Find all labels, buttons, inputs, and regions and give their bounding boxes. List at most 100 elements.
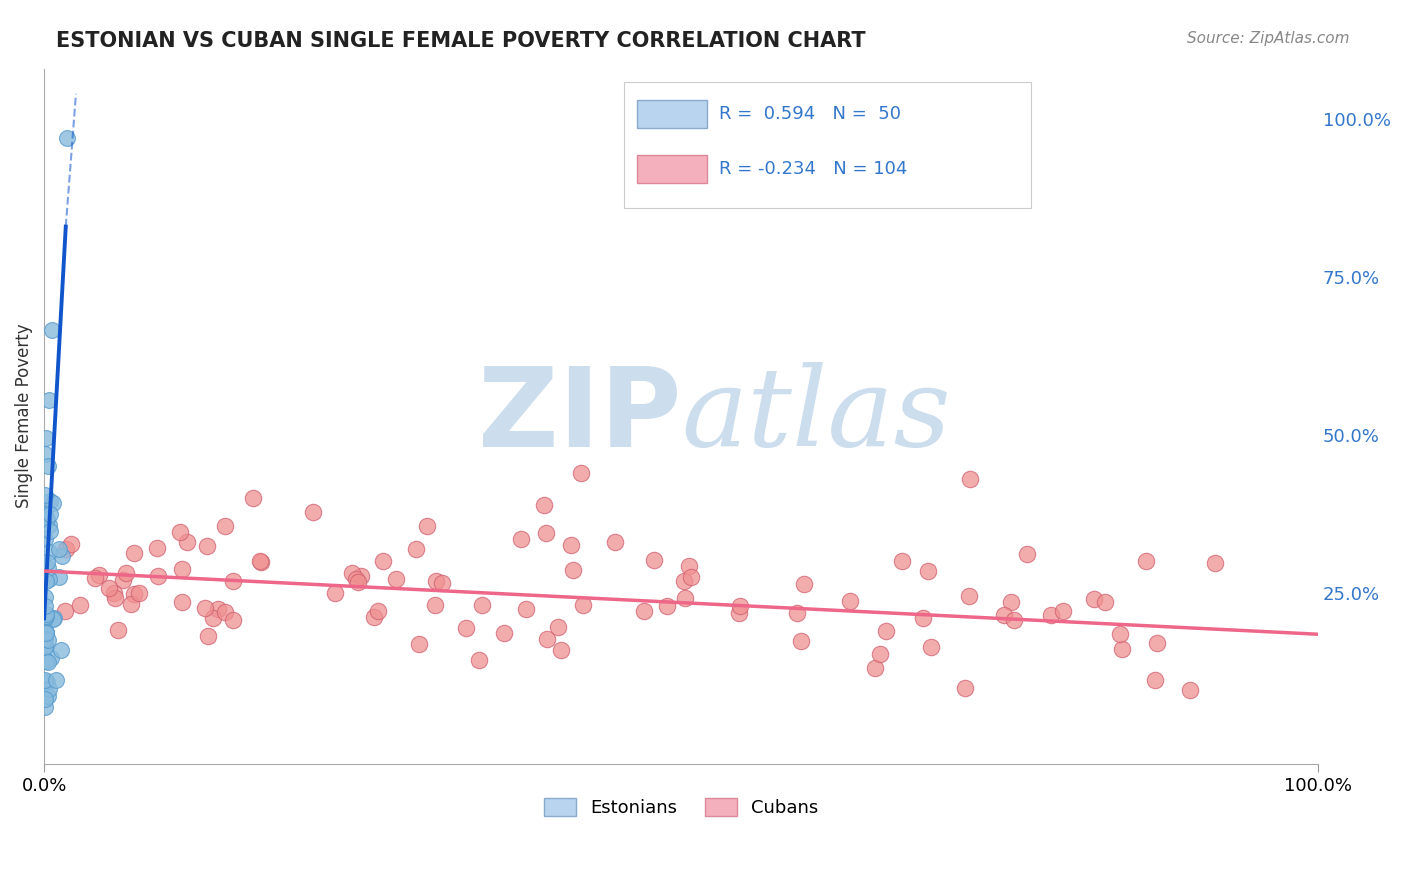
Point: [56, 131, 79, 145]
Point: [569, 466, 592, 480]
Point: [242, 491, 264, 506]
Point: [34, 673, 56, 688]
Point: [869, 647, 891, 661]
Point: [363, 610, 385, 624]
Point: [959, 472, 981, 486]
Point: [1111, 641, 1133, 656]
Point: [38, 392, 60, 407]
Point: [145, 541, 167, 556]
Point: [34, 599, 56, 614]
Point: [423, 598, 446, 612]
Bar: [637, 100, 707, 128]
Point: [55, 541, 77, 556]
Point: [917, 565, 939, 579]
Point: [1146, 635, 1168, 649]
Point: [53, 603, 76, 617]
Bar: [637, 155, 707, 183]
Point: [891, 554, 914, 568]
Point: [169, 524, 191, 539]
Point: [633, 604, 655, 618]
Point: [87, 567, 110, 582]
Y-axis label: Single Female Poverty: Single Female Poverty: [15, 324, 32, 508]
Point: [124, 546, 146, 560]
Point: [416, 519, 439, 533]
Text: ESTONIAN VS CUBAN SINGLE FEMALE POVERTY CORRELATION CHART: ESTONIAN VS CUBAN SINGLE FEMALE POVERTY …: [56, 31, 866, 51]
Point: [1000, 595, 1022, 609]
Point: [728, 599, 751, 614]
Point: [35, 609, 58, 624]
Point: [37, 512, 59, 526]
Point: [562, 563, 585, 577]
Point: [1144, 673, 1167, 688]
Point: [34, 637, 56, 651]
Point: [456, 621, 478, 635]
Text: Source: ZipAtlas.com: Source: ZipAtlas.com: [1187, 31, 1350, 46]
Point: [38, 681, 60, 696]
Point: [222, 613, 245, 627]
Point: [38, 517, 60, 532]
Point: [83, 571, 105, 585]
Point: [112, 573, 135, 587]
Point: [1135, 554, 1157, 568]
Point: [510, 533, 533, 547]
Point: [214, 519, 236, 533]
Point: [1015, 547, 1038, 561]
Point: [37, 561, 59, 575]
Point: [793, 577, 815, 591]
Text: ZIP: ZIP: [478, 363, 681, 470]
Point: [35, 555, 58, 569]
Point: [51, 549, 73, 563]
Point: [249, 555, 271, 569]
Point: [911, 610, 934, 624]
Point: [35, 574, 58, 589]
Point: [98, 581, 121, 595]
Point: [344, 572, 367, 586]
Point: [39, 493, 62, 508]
Point: [35, 654, 58, 668]
Point: [107, 624, 129, 638]
Point: [35, 674, 58, 689]
Point: [115, 566, 138, 580]
Point: [45, 673, 67, 687]
Point: [44, 611, 66, 625]
Point: [35, 607, 58, 622]
Point: [790, 634, 813, 648]
Point: [34, 625, 56, 640]
Point: [35, 431, 58, 445]
Point: [197, 629, 219, 643]
Point: [194, 601, 217, 615]
Point: [536, 632, 558, 646]
Point: [605, 534, 627, 549]
Point: [302, 504, 325, 518]
Text: R = -0.234   N = 104: R = -0.234 N = 104: [720, 161, 908, 178]
Point: [571, 598, 593, 612]
Legend: Estonians, Cubans: Estonians, Cubans: [536, 790, 825, 824]
Point: [51, 643, 73, 657]
Point: [1109, 626, 1132, 640]
Point: [547, 620, 569, 634]
Point: [678, 559, 700, 574]
Point: [838, 593, 860, 607]
Point: [214, 605, 236, 619]
Point: [953, 681, 976, 695]
Point: [673, 591, 696, 606]
Point: [34, 632, 56, 646]
Point: [34, 532, 56, 546]
Point: [249, 554, 271, 568]
Point: [471, 598, 494, 612]
Point: [1039, 608, 1062, 623]
Point: [48, 570, 70, 584]
Point: [34, 692, 56, 706]
Point: [59, 536, 82, 550]
Point: [728, 606, 751, 620]
Point: [492, 626, 515, 640]
Point: [37, 459, 59, 474]
Point: [35, 624, 58, 639]
Point: [34, 591, 56, 605]
Point: [367, 604, 389, 618]
Point: [207, 601, 229, 615]
Point: [655, 599, 678, 614]
Point: [1002, 613, 1025, 627]
Point: [425, 574, 447, 588]
Point: [957, 589, 980, 603]
